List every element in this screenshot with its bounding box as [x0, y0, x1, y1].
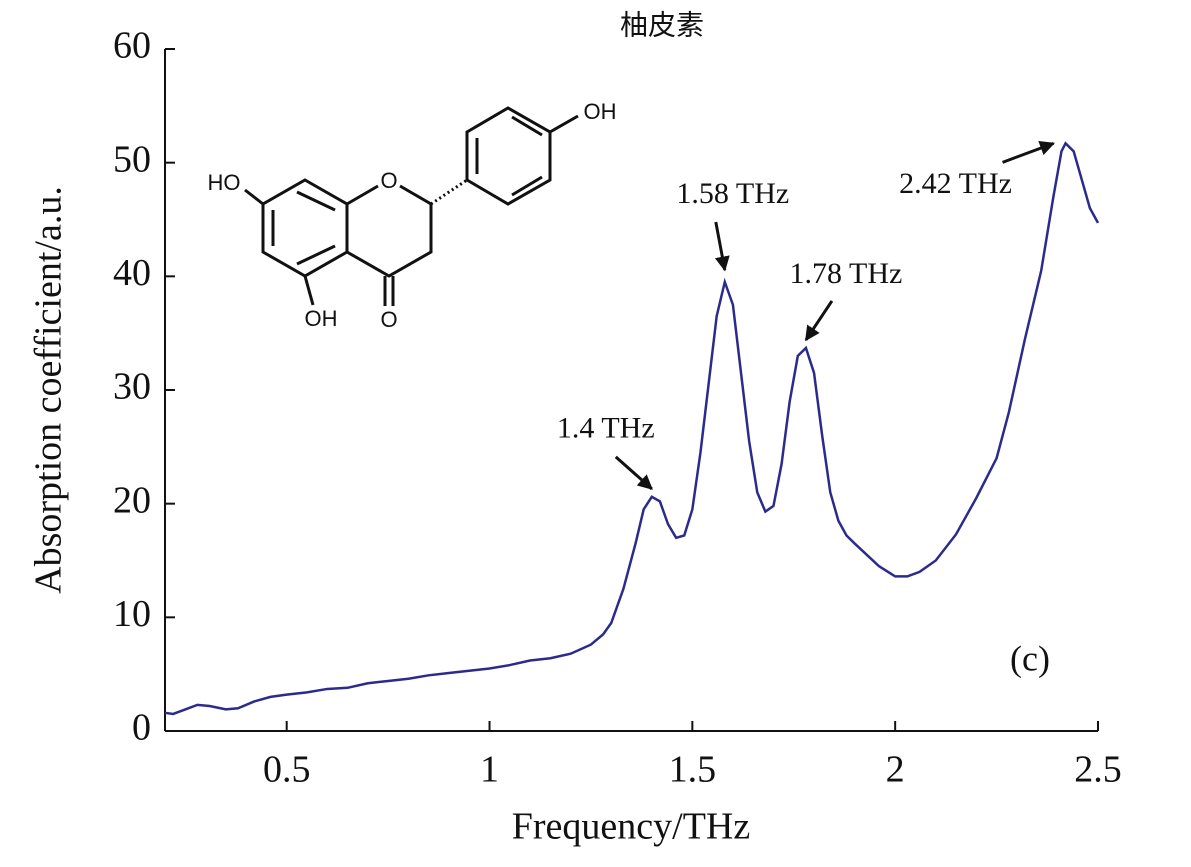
bond — [296, 244, 336, 266]
y-tick-label: 20 — [113, 479, 151, 521]
annotation-arrow — [714, 221, 730, 272]
y-tick-label: 10 — [113, 593, 151, 635]
atom-label: O — [380, 168, 397, 193]
y-tick-label: 50 — [113, 138, 151, 180]
annotation: 1.4 THz — [557, 412, 655, 445]
y-axis-label: Absorption coefficient/a.u. — [28, 186, 70, 594]
y-tick-label: 0 — [132, 707, 151, 749]
x-tick-label: 2.5 — [1074, 749, 1122, 791]
chart-title: 柚皮素 — [620, 9, 704, 41]
ring — [465, 106, 552, 206]
annotation: 2.42 THz — [899, 167, 1012, 200]
bond — [346, 184, 433, 278]
x-tick-label: 0.5 — [263, 749, 311, 791]
line — [164, 141, 1100, 716]
y-tick-label: 60 — [113, 25, 151, 67]
annotation-arrow — [614, 455, 653, 490]
bond — [511, 115, 543, 137]
annotation-arrow — [804, 300, 834, 342]
y-tick-label: 30 — [113, 366, 151, 408]
bond — [430, 178, 468, 206]
y-tick-label: 40 — [113, 252, 151, 294]
annotation-arrow — [1002, 141, 1055, 164]
bond — [244, 188, 264, 206]
annotation: 1.78 THz — [790, 257, 903, 290]
atom-label: O — [380, 307, 397, 332]
bond — [549, 114, 579, 134]
panel-label: (c) — [1010, 638, 1050, 678]
atom-label: OH — [305, 306, 338, 331]
molecule: HO O OH OH O — [208, 99, 617, 332]
bond — [303, 275, 315, 306]
atom-label: HO — [208, 170, 241, 195]
bond — [511, 175, 543, 197]
x-tick-label: 1 — [480, 749, 499, 791]
atom-label: OH — [584, 99, 617, 124]
x-tick-label: 1.5 — [669, 749, 717, 791]
annotation: 1.58 THz — [676, 177, 789, 210]
bond — [296, 190, 336, 212]
x-axis-label: Frequency/THz — [512, 806, 750, 848]
x-tick-label: 2 — [886, 749, 905, 791]
bond — [346, 184, 379, 206]
